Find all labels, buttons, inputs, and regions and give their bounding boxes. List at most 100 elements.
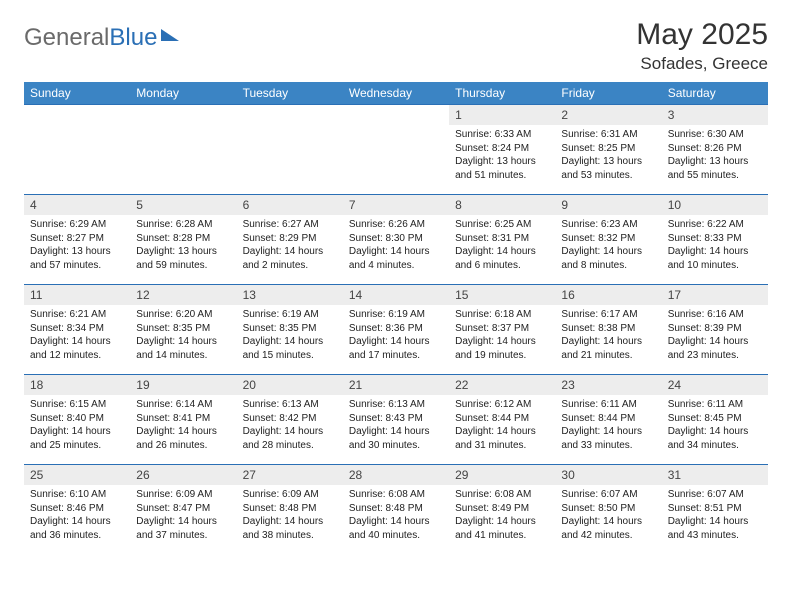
day-details: Sunrise: 6:20 AMSunset: 8:35 PMDaylight:… (130, 305, 236, 362)
sunset-text: Sunset: 8:51 PM (668, 502, 762, 516)
daylight-text: Daylight: 14 hours and 28 minutes. (243, 425, 337, 452)
day-details: Sunrise: 6:21 AMSunset: 8:34 PMDaylight:… (24, 305, 130, 362)
sunrise-text: Sunrise: 6:09 AM (243, 488, 337, 502)
sunset-text: Sunset: 8:24 PM (455, 142, 549, 156)
calendar-day-cell: 11Sunrise: 6:21 AMSunset: 8:34 PMDayligh… (24, 285, 130, 375)
day-details: Sunrise: 6:10 AMSunset: 8:46 PMDaylight:… (24, 485, 130, 542)
day-details: Sunrise: 6:09 AMSunset: 8:47 PMDaylight:… (130, 485, 236, 542)
daylight-text: Daylight: 14 hours and 12 minutes. (30, 335, 124, 362)
calendar-body: 1Sunrise: 6:33 AMSunset: 8:24 PMDaylight… (24, 105, 768, 555)
calendar-day-cell: 27Sunrise: 6:09 AMSunset: 8:48 PMDayligh… (237, 465, 343, 555)
day-number: 5 (130, 195, 236, 215)
sunrise-text: Sunrise: 6:07 AM (561, 488, 655, 502)
day-details: Sunrise: 6:13 AMSunset: 8:42 PMDaylight:… (237, 395, 343, 452)
sunset-text: Sunset: 8:47 PM (136, 502, 230, 516)
day-number: 11 (24, 285, 130, 305)
day-number: 4 (24, 195, 130, 215)
day-number: 27 (237, 465, 343, 485)
calendar-day-cell: 16Sunrise: 6:17 AMSunset: 8:38 PMDayligh… (555, 285, 661, 375)
day-details: Sunrise: 6:12 AMSunset: 8:44 PMDaylight:… (449, 395, 555, 452)
page-title: May 2025 (636, 18, 768, 52)
daylight-text: Daylight: 14 hours and 25 minutes. (30, 425, 124, 452)
sunrise-text: Sunrise: 6:23 AM (561, 218, 655, 232)
page-subtitle: Sofades, Greece (636, 54, 768, 74)
sunset-text: Sunset: 8:33 PM (668, 232, 762, 246)
day-number: 24 (662, 375, 768, 395)
calendar-day-cell: 22Sunrise: 6:12 AMSunset: 8:44 PMDayligh… (449, 375, 555, 465)
day-details: Sunrise: 6:13 AMSunset: 8:43 PMDaylight:… (343, 395, 449, 452)
daylight-text: Daylight: 14 hours and 31 minutes. (455, 425, 549, 452)
calendar-day-cell: 12Sunrise: 6:20 AMSunset: 8:35 PMDayligh… (130, 285, 236, 375)
day-number: 29 (449, 465, 555, 485)
sunrise-text: Sunrise: 6:22 AM (668, 218, 762, 232)
calendar-day-cell: 8Sunrise: 6:25 AMSunset: 8:31 PMDaylight… (449, 195, 555, 285)
sunset-text: Sunset: 8:26 PM (668, 142, 762, 156)
sunset-text: Sunset: 8:34 PM (30, 322, 124, 336)
sunrise-text: Sunrise: 6:14 AM (136, 398, 230, 412)
sunset-text: Sunset: 8:48 PM (243, 502, 337, 516)
calendar-day-cell: 2Sunrise: 6:31 AMSunset: 8:25 PMDaylight… (555, 105, 661, 195)
sunrise-text: Sunrise: 6:13 AM (243, 398, 337, 412)
calendar-day-cell: 13Sunrise: 6:19 AMSunset: 8:35 PMDayligh… (237, 285, 343, 375)
day-number: 22 (449, 375, 555, 395)
calendar-day-cell: 29Sunrise: 6:08 AMSunset: 8:49 PMDayligh… (449, 465, 555, 555)
daylight-text: Daylight: 13 hours and 53 minutes. (561, 155, 655, 182)
day-details: Sunrise: 6:08 AMSunset: 8:48 PMDaylight:… (343, 485, 449, 542)
sunrise-text: Sunrise: 6:17 AM (561, 308, 655, 322)
daylight-text: Daylight: 14 hours and 40 minutes. (349, 515, 443, 542)
title-block: May 2025 Sofades, Greece (636, 18, 768, 74)
sunset-text: Sunset: 8:32 PM (561, 232, 655, 246)
calendar-header-row: Sunday Monday Tuesday Wednesday Thursday… (24, 82, 768, 105)
weekday-header: Sunday (24, 82, 130, 105)
sunset-text: Sunset: 8:36 PM (349, 322, 443, 336)
day-number: 30 (555, 465, 661, 485)
calendar-day-cell: 24Sunrise: 6:11 AMSunset: 8:45 PMDayligh… (662, 375, 768, 465)
day-number: 19 (130, 375, 236, 395)
calendar-day-cell: 15Sunrise: 6:18 AMSunset: 8:37 PMDayligh… (449, 285, 555, 375)
calendar-day-cell: 1Sunrise: 6:33 AMSunset: 8:24 PMDaylight… (449, 105, 555, 195)
logo-triangle-icon (161, 29, 179, 41)
sunset-text: Sunset: 8:31 PM (455, 232, 549, 246)
calendar-day-cell (343, 105, 449, 195)
day-details: Sunrise: 6:25 AMSunset: 8:31 PMDaylight:… (449, 215, 555, 272)
sunrise-text: Sunrise: 6:18 AM (455, 308, 549, 322)
daylight-text: Daylight: 13 hours and 55 minutes. (668, 155, 762, 182)
day-number: 15 (449, 285, 555, 305)
day-number: 12 (130, 285, 236, 305)
day-number (130, 105, 236, 125)
day-number (343, 105, 449, 125)
calendar-day-cell: 31Sunrise: 6:07 AMSunset: 8:51 PMDayligh… (662, 465, 768, 555)
sunrise-text: Sunrise: 6:08 AM (349, 488, 443, 502)
weekday-header: Wednesday (343, 82, 449, 105)
day-details: Sunrise: 6:19 AMSunset: 8:36 PMDaylight:… (343, 305, 449, 362)
day-details: Sunrise: 6:30 AMSunset: 8:26 PMDaylight:… (662, 125, 768, 182)
sunrise-text: Sunrise: 6:13 AM (349, 398, 443, 412)
daylight-text: Daylight: 14 hours and 23 minutes. (668, 335, 762, 362)
sunset-text: Sunset: 8:30 PM (349, 232, 443, 246)
day-number: 18 (24, 375, 130, 395)
day-number: 8 (449, 195, 555, 215)
sunset-text: Sunset: 8:44 PM (455, 412, 549, 426)
calendar-day-cell: 3Sunrise: 6:30 AMSunset: 8:26 PMDaylight… (662, 105, 768, 195)
daylight-text: Daylight: 14 hours and 26 minutes. (136, 425, 230, 452)
sunset-text: Sunset: 8:45 PM (668, 412, 762, 426)
day-number: 7 (343, 195, 449, 215)
calendar-day-cell: 6Sunrise: 6:27 AMSunset: 8:29 PMDaylight… (237, 195, 343, 285)
day-number: 9 (555, 195, 661, 215)
day-details: Sunrise: 6:28 AMSunset: 8:28 PMDaylight:… (130, 215, 236, 272)
sunset-text: Sunset: 8:37 PM (455, 322, 549, 336)
sunset-text: Sunset: 8:48 PM (349, 502, 443, 516)
calendar-week-row: 1Sunrise: 6:33 AMSunset: 8:24 PMDaylight… (24, 105, 768, 195)
day-details: Sunrise: 6:27 AMSunset: 8:29 PMDaylight:… (237, 215, 343, 272)
calendar-day-cell: 5Sunrise: 6:28 AMSunset: 8:28 PMDaylight… (130, 195, 236, 285)
sunrise-text: Sunrise: 6:25 AM (455, 218, 549, 232)
sunset-text: Sunset: 8:29 PM (243, 232, 337, 246)
daylight-text: Daylight: 14 hours and 43 minutes. (668, 515, 762, 542)
day-number: 6 (237, 195, 343, 215)
sunset-text: Sunset: 8:25 PM (561, 142, 655, 156)
daylight-text: Daylight: 14 hours and 8 minutes. (561, 245, 655, 272)
day-details: Sunrise: 6:15 AMSunset: 8:40 PMDaylight:… (24, 395, 130, 452)
sunrise-text: Sunrise: 6:29 AM (30, 218, 124, 232)
daylight-text: Daylight: 13 hours and 57 minutes. (30, 245, 124, 272)
sunrise-text: Sunrise: 6:07 AM (668, 488, 762, 502)
